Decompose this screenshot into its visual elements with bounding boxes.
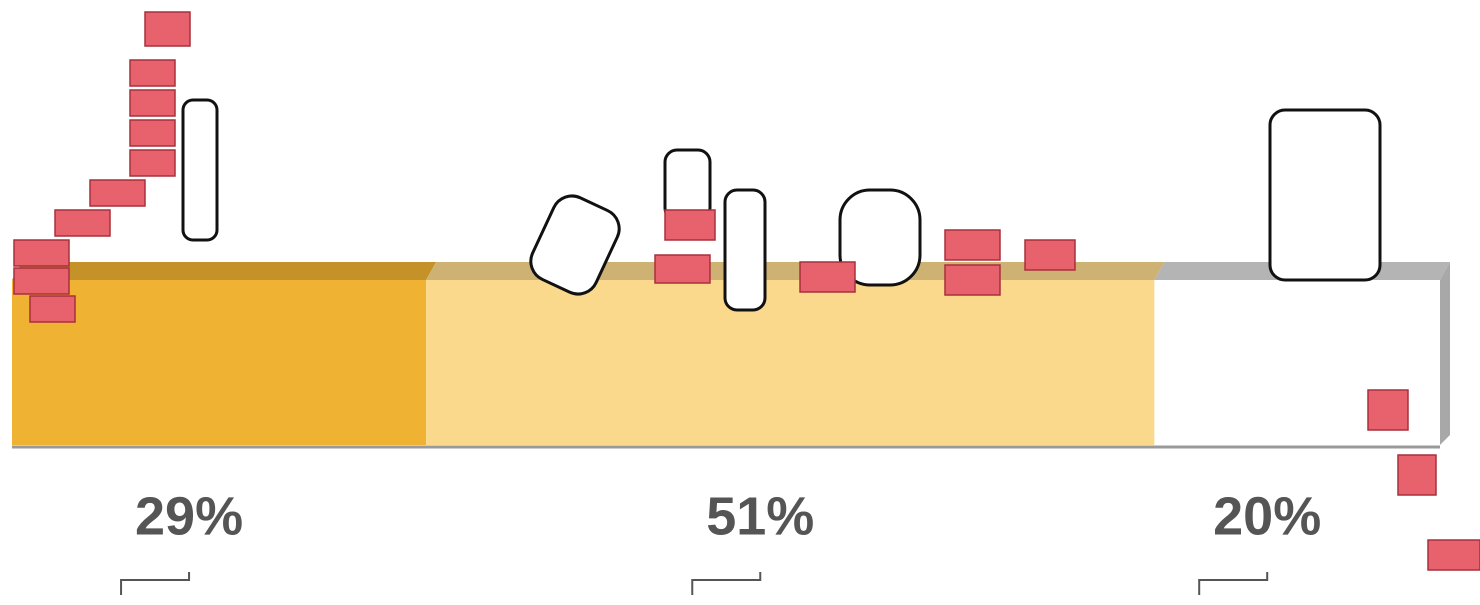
worker — [838, 188, 922, 287]
bar-segment — [12, 280, 427, 445]
brick — [944, 264, 1001, 296]
brick — [13, 239, 70, 267]
brick — [54, 209, 111, 237]
brick — [1024, 239, 1076, 271]
worker — [181, 98, 219, 242]
brick — [664, 209, 716, 241]
brick — [29, 295, 76, 323]
brick — [13, 267, 70, 295]
brick — [799, 261, 856, 293]
bracket — [691, 572, 762, 595]
worker — [529, 194, 621, 296]
bar-segment — [426, 280, 1155, 445]
brick — [654, 254, 711, 284]
brick — [1367, 389, 1409, 431]
worker — [723, 188, 767, 312]
brick — [89, 179, 146, 207]
brick — [944, 229, 1001, 261]
value-label: 29% — [135, 486, 243, 546]
brick — [1397, 454, 1437, 496]
brick — [129, 119, 176, 147]
brick — [129, 149, 176, 177]
bar-top — [12, 262, 437, 280]
brick — [129, 89, 176, 117]
decoration — [13, 11, 1480, 571]
brick — [144, 11, 191, 47]
value-label: 51% — [706, 486, 814, 546]
bracket — [120, 572, 191, 595]
bar-end — [1440, 262, 1450, 445]
brick — [129, 59, 176, 87]
brick — [1427, 539, 1480, 571]
bracket — [1198, 572, 1269, 595]
value-label: 20% — [1213, 486, 1321, 546]
worker — [1268, 108, 1382, 282]
